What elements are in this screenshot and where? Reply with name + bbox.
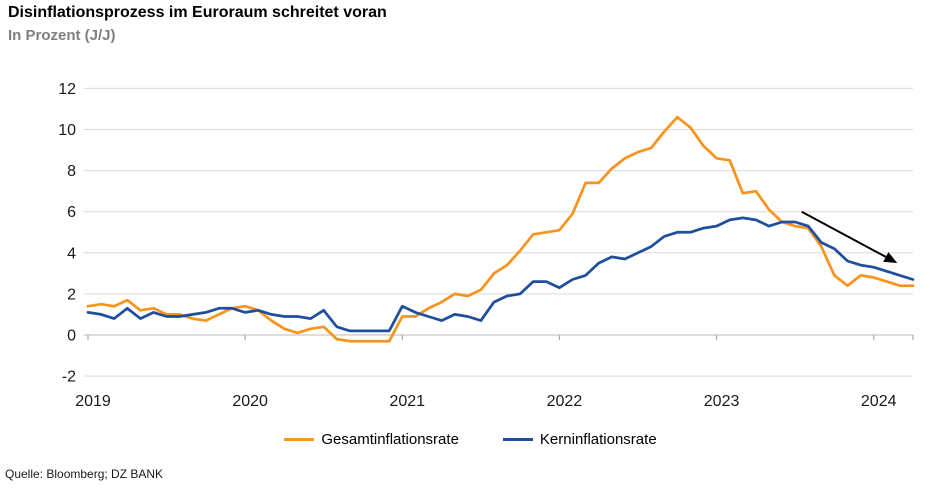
y-axis-tick-label: 8 — [67, 163, 76, 180]
y-axis-tick-label: 2 — [67, 286, 76, 303]
y-axis-tick-label: 12 — [58, 81, 76, 98]
core-inflation-line — [86, 216, 915, 333]
x-axis-tick-label: 2020 — [232, 393, 268, 410]
chart-legend: Gesamtinflationsrate Kerninflationsrate — [0, 431, 941, 448]
y-axis-tick-label: 4 — [67, 245, 76, 262]
legend-label-core-inflation: Kerninflationsrate — [539, 431, 657, 448]
legend-item-core-inflation: Kerninflationsrate — [502, 431, 657, 448]
headline-inflation-swatch-icon — [284, 438, 315, 441]
source-attribution: Quelle: Bloomberg; DZ BANK — [5, 467, 164, 481]
x-axis-tick-label: 2022 — [547, 393, 583, 410]
x-axis-tick-label: 2024 — [861, 393, 897, 410]
legend-label-headline-inflation: Gesamtinflationsrate — [321, 431, 459, 448]
page-subtitle: In Prozent (J/J) — [8, 27, 116, 44]
core-inflation-swatch-icon — [502, 438, 533, 441]
y-axis-tick-label: -2 — [62, 369, 76, 386]
y-axis-tick-label: 0 — [67, 328, 76, 345]
page-title: Disinflationsprozess im Euroraum schreit… — [8, 4, 387, 21]
trend-arrow-head-icon — [883, 252, 898, 264]
x-axis-tick-label: 2023 — [704, 393, 740, 410]
y-axis-tick-label: 10 — [58, 122, 76, 139]
x-axis-tick-label: 2019 — [75, 393, 111, 410]
legend-item-headline-inflation: Gesamtinflationsrate — [284, 431, 459, 448]
x-axis-tick-label: 2021 — [389, 393, 425, 410]
headline-inflation-line — [86, 115, 915, 343]
trend-arrow — [801, 210, 887, 258]
y-axis-tick-label: 6 — [67, 204, 76, 221]
